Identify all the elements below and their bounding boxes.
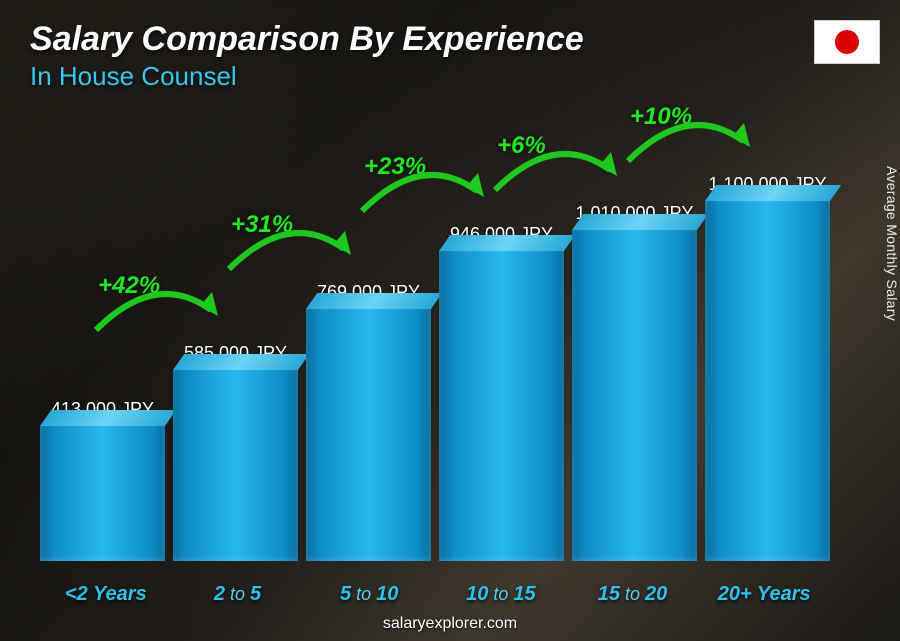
bar-column: +6%1,010,000 JPY <box>572 100 697 561</box>
category-label: <2 Years <box>40 583 172 606</box>
country-flag <box>814 20 880 64</box>
bar-chart: 413,000 JPY+42%585,000 JPY+31%769,000 JP… <box>40 100 830 561</box>
category-label: 2 to 5 <box>172 583 304 606</box>
category-label: 15 to 20 <box>567 583 699 606</box>
bar-column: +42%585,000 JPY <box>173 100 298 561</box>
delta-label: +31% <box>231 211 293 239</box>
bar <box>40 426 165 561</box>
y-axis-label: Average Monthly Salary <box>884 166 900 321</box>
flag-disc <box>835 30 859 54</box>
delta-label: +42% <box>98 272 160 300</box>
page-subtitle: In House Counsel <box>30 61 584 92</box>
bar-column: +23%946,000 JPY <box>439 100 564 561</box>
bar <box>306 309 431 561</box>
category-label: 20+ Years <box>698 583 830 606</box>
delta-label: +6% <box>497 132 546 160</box>
delta-label: +10% <box>630 103 692 131</box>
source-footer: salaryexplorer.com <box>0 615 900 633</box>
category-label: 10 to 15 <box>435 583 567 606</box>
bar-column: 413,000 JPY <box>40 100 165 561</box>
bar <box>572 230 697 561</box>
delta-label: +23% <box>364 153 426 181</box>
category-axis: <2 Years2 to 55 to 1010 to 1515 to 2020+… <box>40 583 830 606</box>
bar <box>705 201 830 561</box>
bar <box>173 370 298 561</box>
category-label: 5 to 10 <box>303 583 435 606</box>
bar-column: +10%1,100,000 JPY <box>705 100 830 561</box>
page-title: Salary Comparison By Experience <box>30 20 584 59</box>
bar <box>439 251 564 561</box>
